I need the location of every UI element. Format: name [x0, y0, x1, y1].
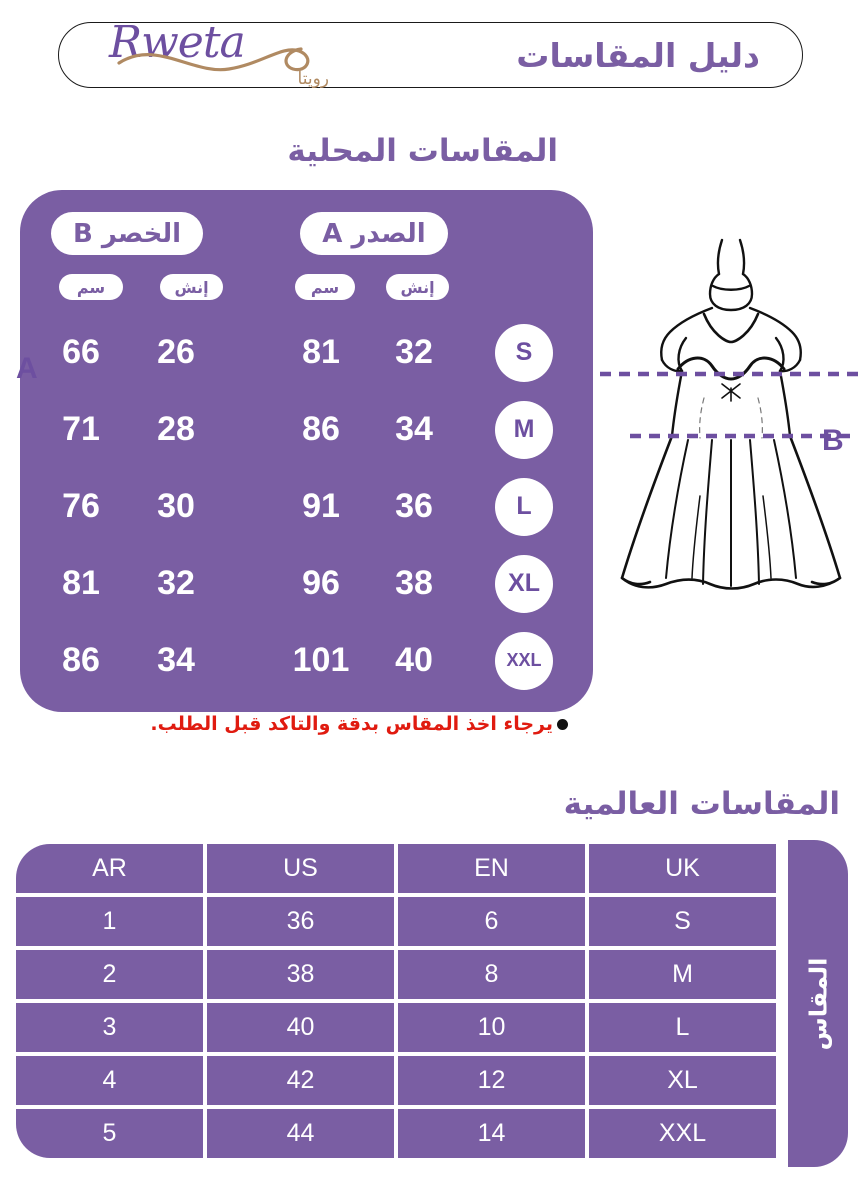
- intl-cell: 14: [398, 1109, 585, 1158]
- cell-waist-in: 26: [157, 333, 195, 371]
- intl-cell: 42: [207, 1056, 394, 1105]
- local-sizes-rows: 66 26 81 32 S 71 28 86 34 M 76 30 91 36 L 81 32 96 38 XL 86 3…: [0, 314, 573, 699]
- intl-column-header: US: [207, 844, 394, 893]
- measurement-note-text: يرجاء اخذ المقاس بدقة والتاكد قبل الطلب.: [150, 713, 553, 735]
- cell-chest-in: 36: [395, 487, 433, 525]
- size-badge: M: [495, 400, 553, 459]
- unit-pill-chest-cm: سم: [295, 274, 355, 300]
- intl-table-row: 4 42 12 XL: [16, 1056, 776, 1105]
- cell-chest-cm: 91: [302, 487, 340, 525]
- intl-cell: 38: [207, 950, 394, 999]
- intl-cell: 3: [16, 1003, 203, 1052]
- cell-waist-in: 28: [157, 410, 195, 448]
- intl-table-row: 2 38 8 M: [16, 950, 776, 999]
- dress-illustration-icon: [600, 238, 858, 590]
- size-badge: XXL: [495, 631, 553, 690]
- brand-name-arabic: رويتا: [297, 69, 329, 89]
- cell-chest-in: 34: [395, 410, 433, 448]
- unit-pill-chest-inch: إنش: [386, 274, 449, 300]
- intl-table-row: 3 40 10 L: [16, 1003, 776, 1052]
- page-title: دليل المقاسات: [516, 35, 760, 75]
- intl-table-row: 1 36 6 S: [16, 897, 776, 946]
- column-header-waist: الخصر B: [51, 212, 203, 255]
- table-row: 76 30 91 36 L: [0, 468, 573, 545]
- local-sizes-heading: المقاسات المحلية: [287, 133, 558, 169]
- intl-cell: 4: [16, 1056, 203, 1105]
- intl-cell: 8: [398, 950, 585, 999]
- intl-cell: XL: [589, 1056, 776, 1105]
- cell-waist-cm: 81: [62, 564, 100, 602]
- brand-logo: Rweta رويتا: [101, 21, 351, 90]
- international-sizes-table: AR US EN UK 1 36 6 S 2 38 8 M 3 40 10 L 4 42 12 XL 5 44 14 XXL …: [12, 840, 848, 1173]
- cell-chest-in: 40: [395, 641, 433, 679]
- size-badge: L: [495, 477, 553, 536]
- bullet-icon: [557, 719, 568, 730]
- table-row: 66 26 81 32 S: [0, 314, 573, 391]
- cell-waist-in: 32: [157, 564, 195, 602]
- intl-cell: L: [589, 1003, 776, 1052]
- intl-cell: S: [589, 897, 776, 946]
- intl-column-header: EN: [398, 844, 585, 893]
- cell-chest-cm: 86: [302, 410, 340, 448]
- measurement-note: يرجاء اخذ المقاس بدقة والتاكد قبل الطلب.: [150, 713, 570, 735]
- brand-name-latin: Rweta: [109, 17, 246, 68]
- cell-waist-cm: 86: [62, 641, 100, 679]
- size-side-label-text: المقاس: [804, 957, 833, 1050]
- size-badge: S: [495, 323, 553, 382]
- unit-pill-waist-cm: سم: [59, 274, 123, 300]
- page-header: Rweta رويتا دليل المقاسات: [58, 21, 803, 90]
- intl-cell: 12: [398, 1056, 585, 1105]
- cell-chest-cm: 81: [302, 333, 340, 371]
- table-row: 81 32 96 38 XL: [0, 545, 573, 622]
- intl-column-header: UK: [589, 844, 776, 893]
- size-badge: XL: [495, 554, 553, 613]
- unit-pill-waist-inch: إنش: [160, 274, 223, 300]
- cell-chest-in: 32: [395, 333, 433, 371]
- intl-cell: 10: [398, 1003, 585, 1052]
- cell-waist-cm: 71: [62, 410, 100, 448]
- intl-cell: 36: [207, 897, 394, 946]
- table-row: 71 28 86 34 M: [0, 391, 573, 468]
- table-row: 86 34 101 40 XXL: [0, 622, 573, 699]
- international-sizes-heading: المقاسات العالمية: [563, 786, 840, 822]
- cell-chest-cm: 101: [292, 641, 350, 679]
- cell-chest-cm: 96: [302, 564, 340, 602]
- cell-chest-in: 38: [395, 564, 433, 602]
- cell-waist-in: 34: [157, 641, 195, 679]
- intl-cell: XXL: [589, 1109, 776, 1158]
- bust-label-a: A: [16, 352, 38, 385]
- column-header-chest: الصدر A: [300, 212, 448, 255]
- dress-form-diagram: [600, 238, 860, 668]
- size-side-label: المقاس: [788, 840, 848, 1167]
- intl-grid: AR US EN UK 1 36 6 S 2 38 8 M 3 40 10 L 4 42 12 XL 5 44 14 XXL: [12, 840, 780, 1162]
- cell-waist-cm: 76: [62, 487, 100, 525]
- intl-cell: 40: [207, 1003, 394, 1052]
- intl-cell: M: [589, 950, 776, 999]
- cell-waist-cm: 66: [62, 333, 100, 371]
- intl-cell: 2: [16, 950, 203, 999]
- intl-cell: 5: [16, 1109, 203, 1158]
- intl-cell: 1: [16, 897, 203, 946]
- intl-column-header: AR: [16, 844, 203, 893]
- cell-waist-in: 30: [157, 487, 195, 525]
- intl-table-row: 5 44 14 XXL: [16, 1109, 776, 1158]
- intl-cell: 6: [398, 897, 585, 946]
- waist-label-b: B: [822, 424, 844, 457]
- intl-header-row: AR US EN UK: [16, 844, 776, 893]
- intl-cell: 44: [207, 1109, 394, 1158]
